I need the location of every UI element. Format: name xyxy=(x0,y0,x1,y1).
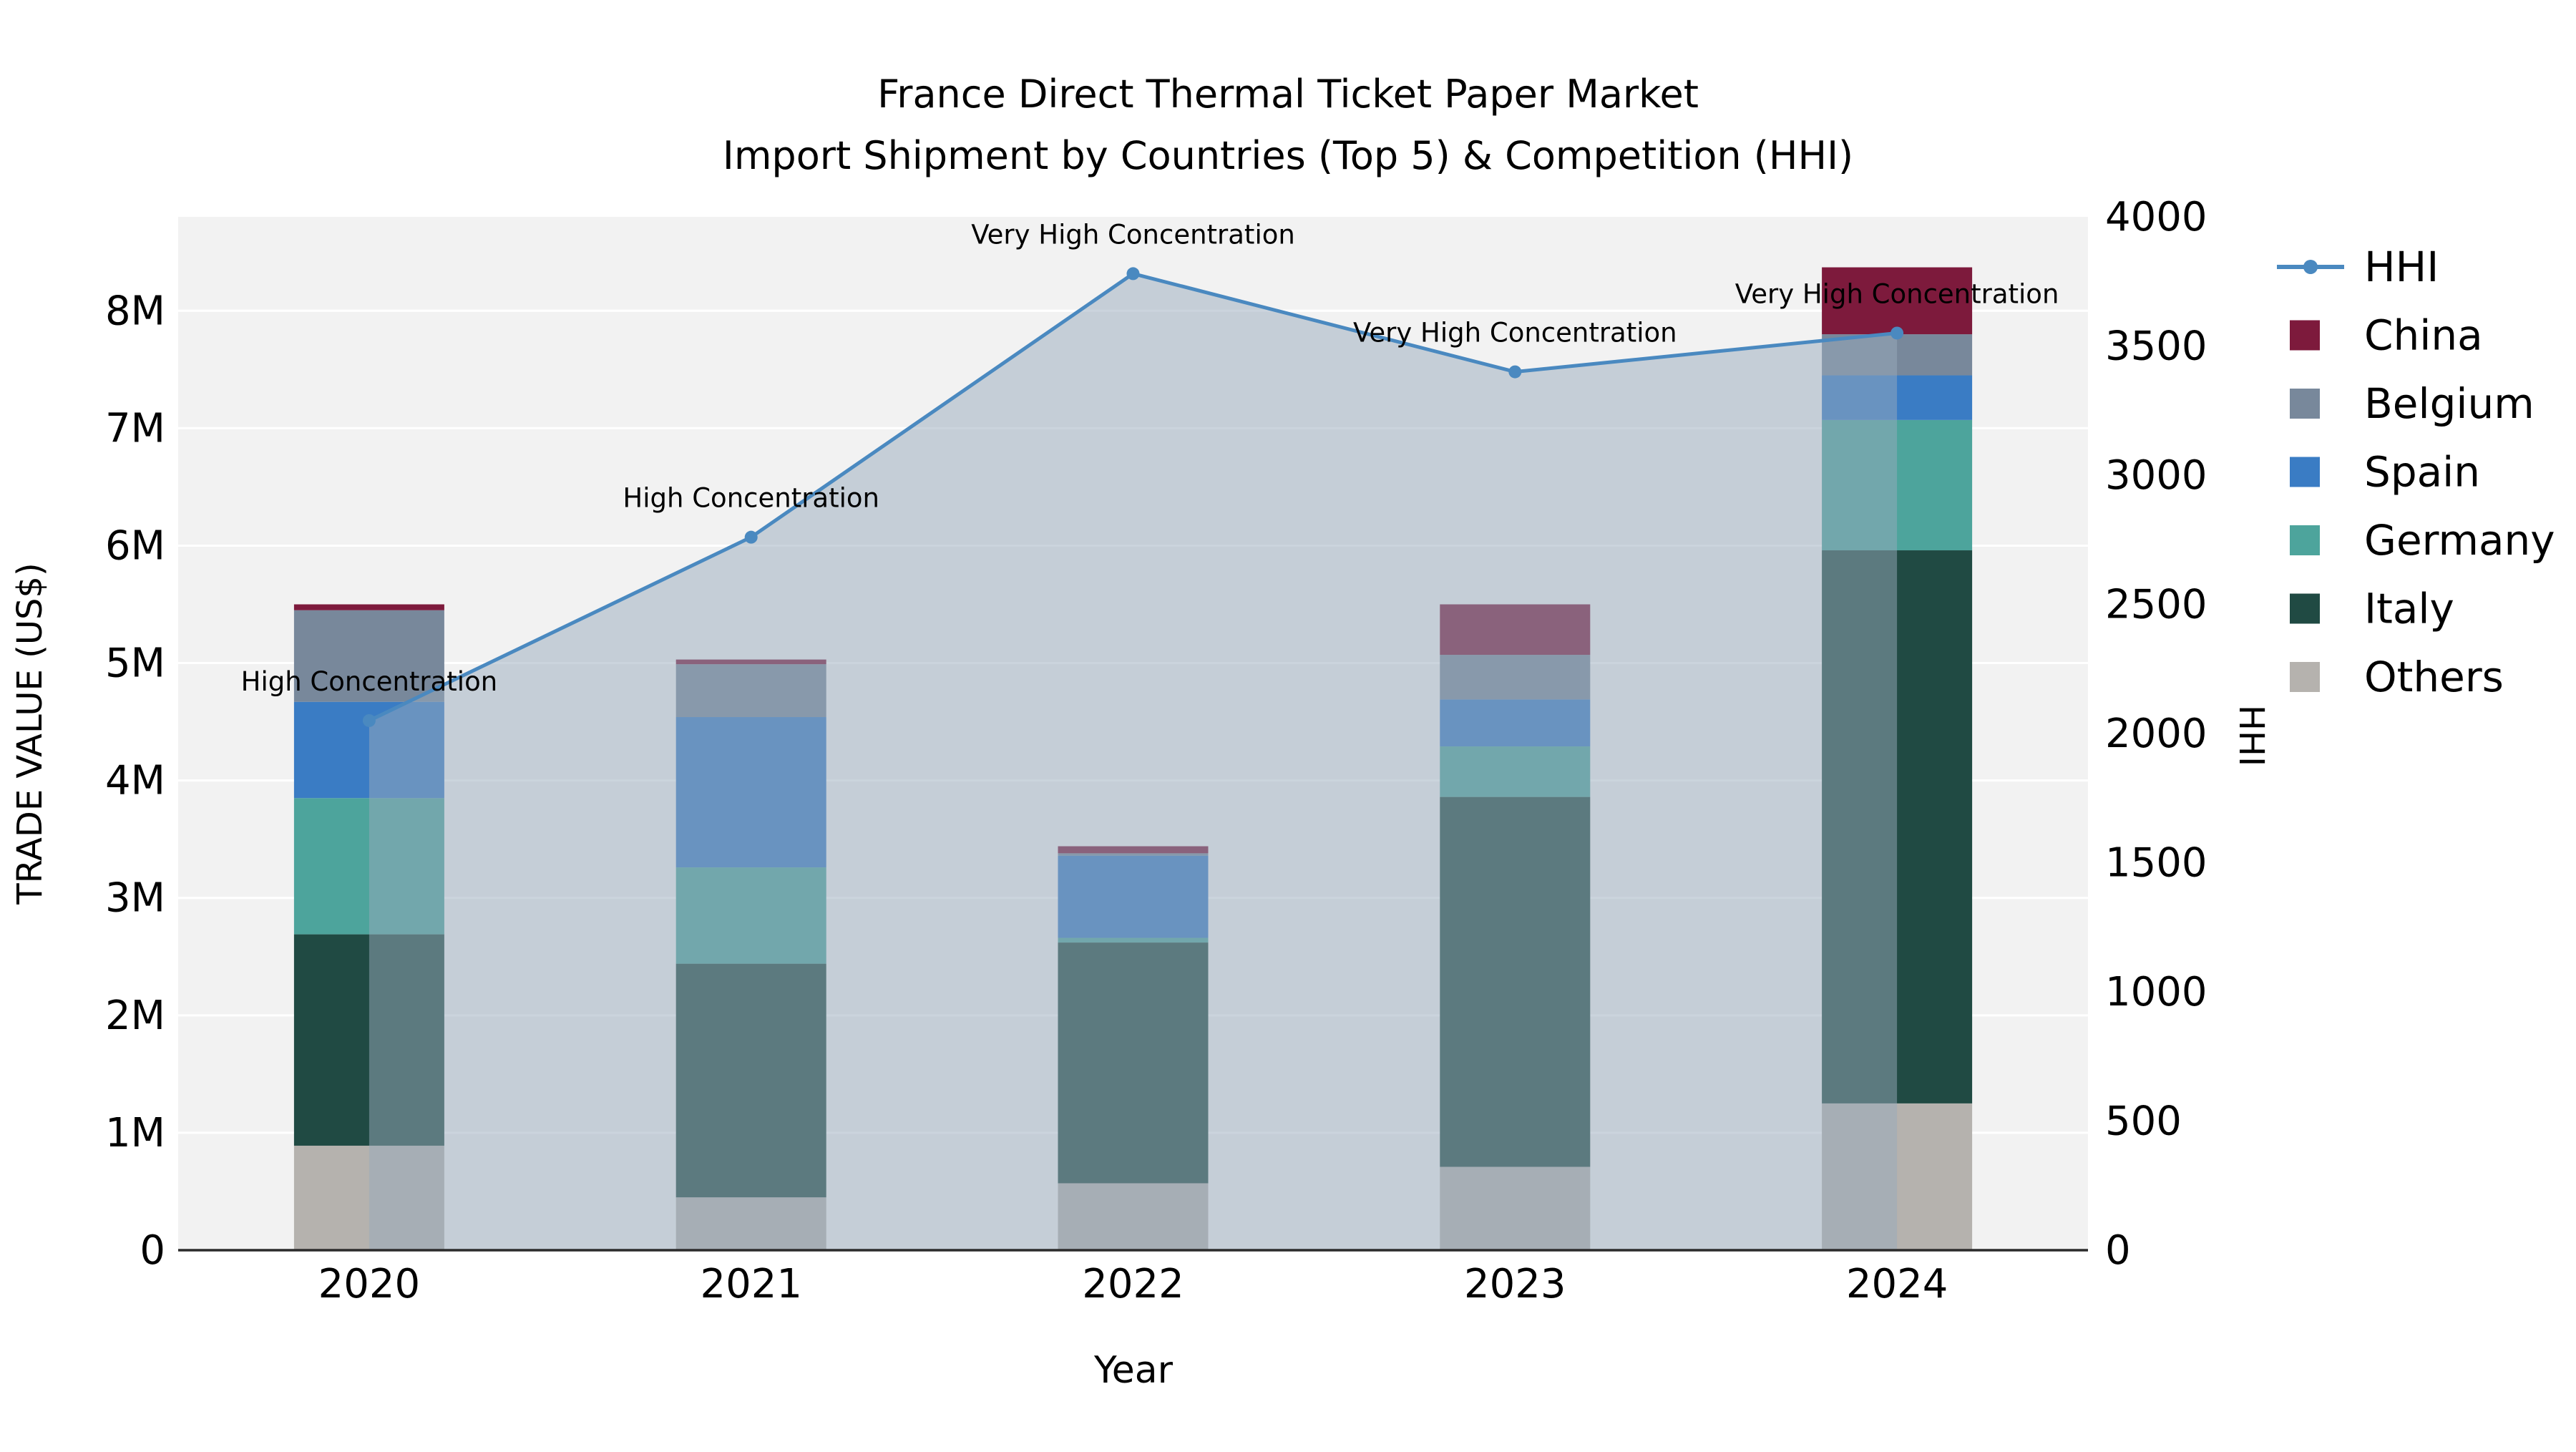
hhi-line-series xyxy=(362,267,1904,727)
y-right-tick-500: 500 xyxy=(2105,1098,2182,1145)
x-tick-2022: 2022 xyxy=(1082,1261,1184,1307)
legend-label-spain: Spain xyxy=(2364,448,2480,497)
y-left-tick-7M: 7M xyxy=(105,405,165,452)
legend-label-hhi: HHI xyxy=(2364,243,2439,291)
legend-label-belgium: Belgium xyxy=(2364,379,2534,428)
legend-swatch-china xyxy=(2290,320,2320,351)
hhi-marker-2020 xyxy=(362,713,376,727)
y-left-axis-title: TRADE VALUE (US$) xyxy=(10,562,50,905)
bar-segment-belgium-2020 xyxy=(293,610,444,702)
hhi-area-fill xyxy=(369,273,1898,1250)
legend-swatch-others xyxy=(2290,662,2320,692)
chart-title-line1: France Direct Thermal Ticket Paper Marke… xyxy=(877,72,1699,117)
y-left-tick-3M: 3M xyxy=(105,875,165,922)
annotation-2023: Very High Concentration xyxy=(1353,318,1677,349)
legend-swatch-italy xyxy=(2290,593,2320,624)
legend-swatch-belgium xyxy=(2290,389,2320,419)
hhi-marker-2021 xyxy=(744,530,758,544)
y-right-tick-4000: 4000 xyxy=(2105,194,2207,240)
legend-label-china: China xyxy=(2364,311,2483,360)
y-left-tick-8M: 8M xyxy=(105,288,165,334)
y-right-tick-3500: 3500 xyxy=(2105,323,2207,370)
y-left-tick-0: 0 xyxy=(140,1227,165,1274)
hhi-marker-2023 xyxy=(1508,365,1522,379)
y-left-tick-1M: 1M xyxy=(105,1110,165,1156)
legend: HHI China Belgium Spain Germany Italy Others xyxy=(2277,243,2555,701)
y-right-tick-0: 0 xyxy=(2105,1227,2131,1274)
legend-label-germany: Germany xyxy=(2364,516,2555,565)
legend-label-others: Others xyxy=(2364,653,2504,701)
legend-label-italy: Italy xyxy=(2364,585,2454,633)
annotations: High Concentration High Concentration Very… xyxy=(241,219,2059,697)
y-left-tick-labels: 0 1M 2M 3M 4M 5M 6M 7M 8M xyxy=(105,288,165,1274)
annotation-2022: Very High Concentration xyxy=(971,219,1295,250)
bar-segment-china-2024 xyxy=(1822,267,1973,335)
hhi-marker-2024 xyxy=(1890,326,1904,340)
annotation-2024: Very High Concentration xyxy=(1735,278,2059,309)
x-tick-2024: 2024 xyxy=(1846,1261,1948,1307)
legend-swatch-germany xyxy=(2290,525,2320,555)
annotation-2020: High Concentration xyxy=(241,666,498,697)
hhi-marker-2022 xyxy=(1126,267,1140,281)
bar-segment-china-2020 xyxy=(293,604,444,610)
y-left-tick-5M: 5M xyxy=(105,640,165,687)
x-tick-2020: 2020 xyxy=(318,1261,421,1307)
annotation-2021: High Concentration xyxy=(623,483,879,514)
hhi-area xyxy=(369,273,1898,1250)
y-left-tick-2M: 2M xyxy=(105,993,165,1039)
y-left-tick-4M: 4M xyxy=(105,758,165,804)
legend-swatch-spain xyxy=(2290,457,2320,487)
y-right-tick-labels: 0 500 1000 1500 2000 2500 3000 3500 4000 xyxy=(2105,194,2207,1274)
y-right-tick-1500: 1500 xyxy=(2105,840,2207,887)
y-right-tick-3000: 3000 xyxy=(2105,452,2207,499)
y-right-axis-title: HHI xyxy=(2231,705,2271,766)
x-tick-2021: 2021 xyxy=(700,1261,802,1307)
y-right-tick-1000: 1000 xyxy=(2105,969,2207,1015)
y-right-tick-2000: 2000 xyxy=(2105,711,2207,757)
legend-hhi-marker-icon xyxy=(2303,260,2318,274)
x-tick-labels: 2020 2021 2022 2023 2024 xyxy=(318,1261,1948,1307)
x-axis-title: Year xyxy=(1093,1349,1174,1392)
x-tick-2023: 2023 xyxy=(1464,1261,1566,1307)
y-left-tick-6M: 6M xyxy=(105,522,165,569)
y-right-tick-2500: 2500 xyxy=(2105,582,2207,628)
chart-title-line2: Import Shipment by Countries (Top 5) & C… xyxy=(723,133,1853,178)
